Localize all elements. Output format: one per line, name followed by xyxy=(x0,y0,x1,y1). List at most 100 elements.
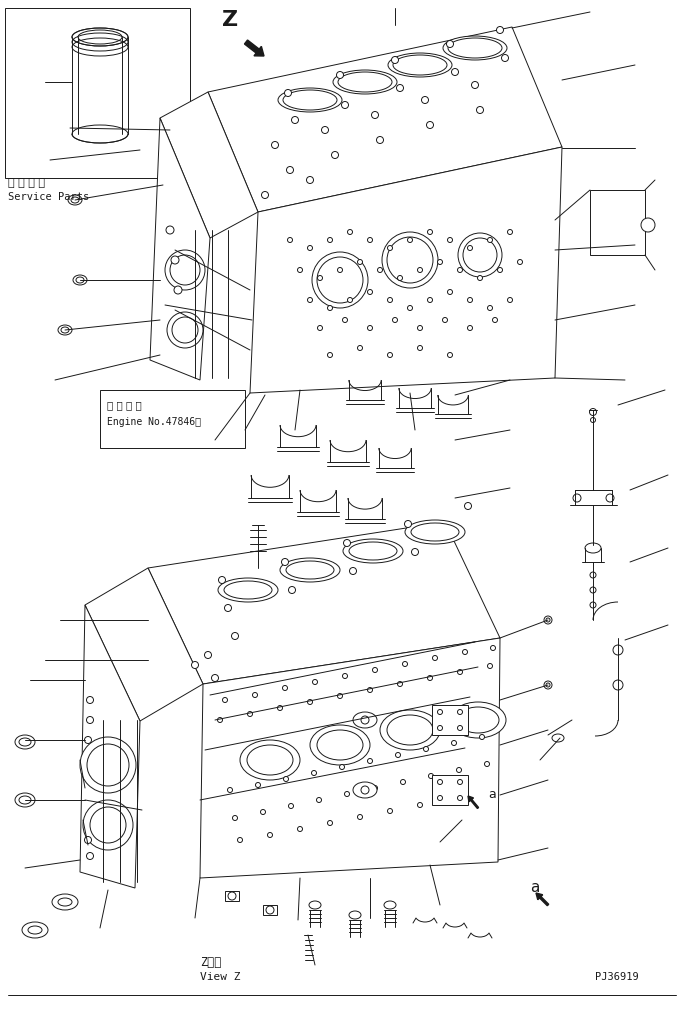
Circle shape xyxy=(367,759,373,764)
Circle shape xyxy=(397,85,404,92)
Circle shape xyxy=(87,744,129,786)
Circle shape xyxy=(86,716,94,723)
Ellipse shape xyxy=(448,38,502,58)
Ellipse shape xyxy=(349,911,361,919)
Bar xyxy=(263,905,277,915)
Circle shape xyxy=(86,853,94,860)
Circle shape xyxy=(233,815,237,820)
Circle shape xyxy=(458,233,502,277)
Text: Service Parts: Service Parts xyxy=(8,192,89,202)
Circle shape xyxy=(497,267,503,272)
Circle shape xyxy=(289,586,295,593)
Ellipse shape xyxy=(73,275,87,285)
Circle shape xyxy=(253,565,263,575)
Circle shape xyxy=(544,681,552,689)
Circle shape xyxy=(343,318,347,323)
Circle shape xyxy=(371,112,378,118)
Ellipse shape xyxy=(443,36,507,60)
Circle shape xyxy=(252,692,257,697)
Ellipse shape xyxy=(353,712,377,728)
Polygon shape xyxy=(80,605,140,888)
Circle shape xyxy=(218,717,222,722)
Ellipse shape xyxy=(309,901,321,909)
Circle shape xyxy=(361,786,369,794)
Circle shape xyxy=(285,90,291,97)
Circle shape xyxy=(404,521,412,528)
Circle shape xyxy=(298,267,302,272)
Circle shape xyxy=(508,298,512,303)
Ellipse shape xyxy=(286,561,334,579)
Circle shape xyxy=(308,245,313,250)
Circle shape xyxy=(387,237,433,283)
Bar xyxy=(225,891,239,901)
Ellipse shape xyxy=(52,894,78,910)
Ellipse shape xyxy=(393,55,447,75)
Circle shape xyxy=(337,693,343,698)
Text: a: a xyxy=(488,788,496,801)
Circle shape xyxy=(590,602,596,608)
Circle shape xyxy=(317,257,363,303)
Ellipse shape xyxy=(338,72,392,92)
Circle shape xyxy=(358,259,363,264)
Circle shape xyxy=(546,683,550,687)
Circle shape xyxy=(388,298,393,303)
Circle shape xyxy=(350,567,356,574)
Polygon shape xyxy=(250,147,562,393)
Circle shape xyxy=(317,326,322,331)
Circle shape xyxy=(308,298,313,303)
Ellipse shape xyxy=(317,730,363,760)
Circle shape xyxy=(83,800,133,850)
Circle shape xyxy=(328,352,332,357)
Circle shape xyxy=(228,787,233,792)
Circle shape xyxy=(458,780,462,785)
Circle shape xyxy=(408,306,412,311)
Circle shape xyxy=(447,796,453,801)
Ellipse shape xyxy=(68,195,82,205)
Circle shape xyxy=(397,275,402,281)
Ellipse shape xyxy=(333,70,397,94)
Circle shape xyxy=(606,494,614,502)
Circle shape xyxy=(447,237,453,242)
Circle shape xyxy=(317,797,321,802)
Circle shape xyxy=(462,650,467,655)
Circle shape xyxy=(397,681,402,686)
Circle shape xyxy=(443,318,447,323)
Circle shape xyxy=(332,151,339,158)
Circle shape xyxy=(291,116,298,123)
Circle shape xyxy=(613,645,623,655)
Circle shape xyxy=(590,587,596,593)
Polygon shape xyxy=(200,638,500,878)
Circle shape xyxy=(261,192,269,199)
Text: View Z: View Z xyxy=(200,972,241,982)
Circle shape xyxy=(458,670,462,674)
Ellipse shape xyxy=(278,88,342,112)
Circle shape xyxy=(401,780,406,785)
Bar xyxy=(100,390,245,448)
Circle shape xyxy=(438,725,443,731)
Ellipse shape xyxy=(387,715,433,745)
Circle shape xyxy=(451,69,458,76)
Circle shape xyxy=(287,237,293,242)
Circle shape xyxy=(172,317,198,343)
Ellipse shape xyxy=(15,735,35,749)
Circle shape xyxy=(376,136,384,143)
Ellipse shape xyxy=(22,922,48,938)
Circle shape xyxy=(170,255,200,285)
Circle shape xyxy=(174,286,182,294)
Ellipse shape xyxy=(585,543,601,553)
Circle shape xyxy=(417,802,423,807)
Circle shape xyxy=(544,616,552,624)
Circle shape xyxy=(272,141,278,148)
Circle shape xyxy=(464,502,471,510)
Circle shape xyxy=(267,832,272,837)
Circle shape xyxy=(458,709,462,714)
Circle shape xyxy=(447,290,453,295)
Ellipse shape xyxy=(411,523,459,541)
Ellipse shape xyxy=(280,558,340,582)
Circle shape xyxy=(306,177,313,184)
FancyArrow shape xyxy=(244,40,264,57)
Circle shape xyxy=(479,735,484,740)
Polygon shape xyxy=(148,522,500,684)
Ellipse shape xyxy=(72,28,128,46)
Circle shape xyxy=(447,40,453,47)
